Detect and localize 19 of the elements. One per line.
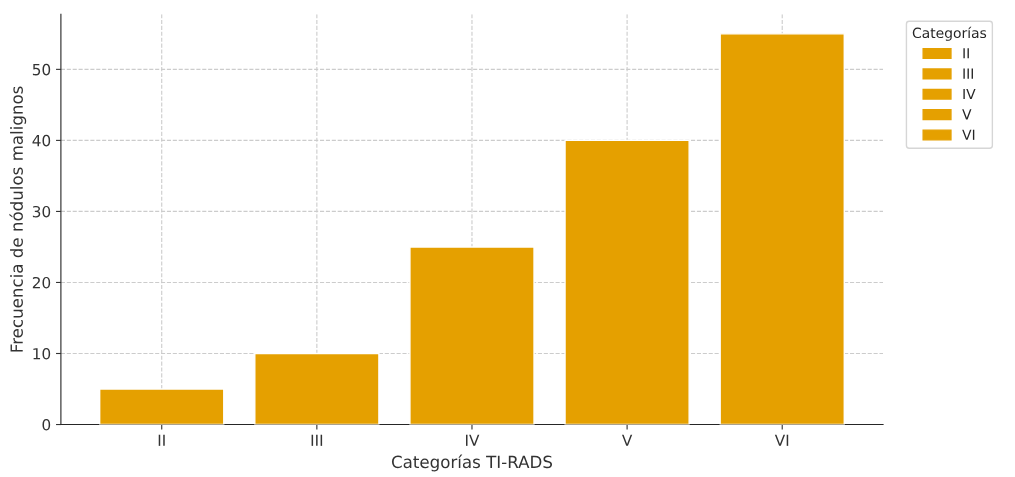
x-tick-label: II [158, 434, 165, 446]
x-axis-title: Categorías TI-RADS [391, 454, 553, 472]
x-tick-label: V [621, 434, 633, 446]
x-tick-label: III [311, 434, 323, 446]
y-tick-label: 20 [32, 276, 51, 289]
y-tick-label: 30 [32, 205, 51, 218]
legend-label: III [963, 68, 973, 79]
x-tick-label: VI [774, 434, 789, 446]
legend-label: IV [963, 88, 976, 100]
y-tick-label: 0 [42, 419, 51, 431]
legend-label: VI [962, 129, 975, 140]
y-tick-label: 50 [32, 63, 51, 76]
legend-title: Categorías [912, 26, 987, 41]
y-tick-label: 40 [32, 134, 51, 147]
y-axis-title: Frecuencia de nódulos malignos [9, 86, 27, 352]
y-tick-label: 10 [33, 347, 51, 360]
legend-label: V [962, 109, 972, 120]
x-tick-label: IV [466, 434, 480, 446]
legend-label: II [963, 48, 969, 59]
